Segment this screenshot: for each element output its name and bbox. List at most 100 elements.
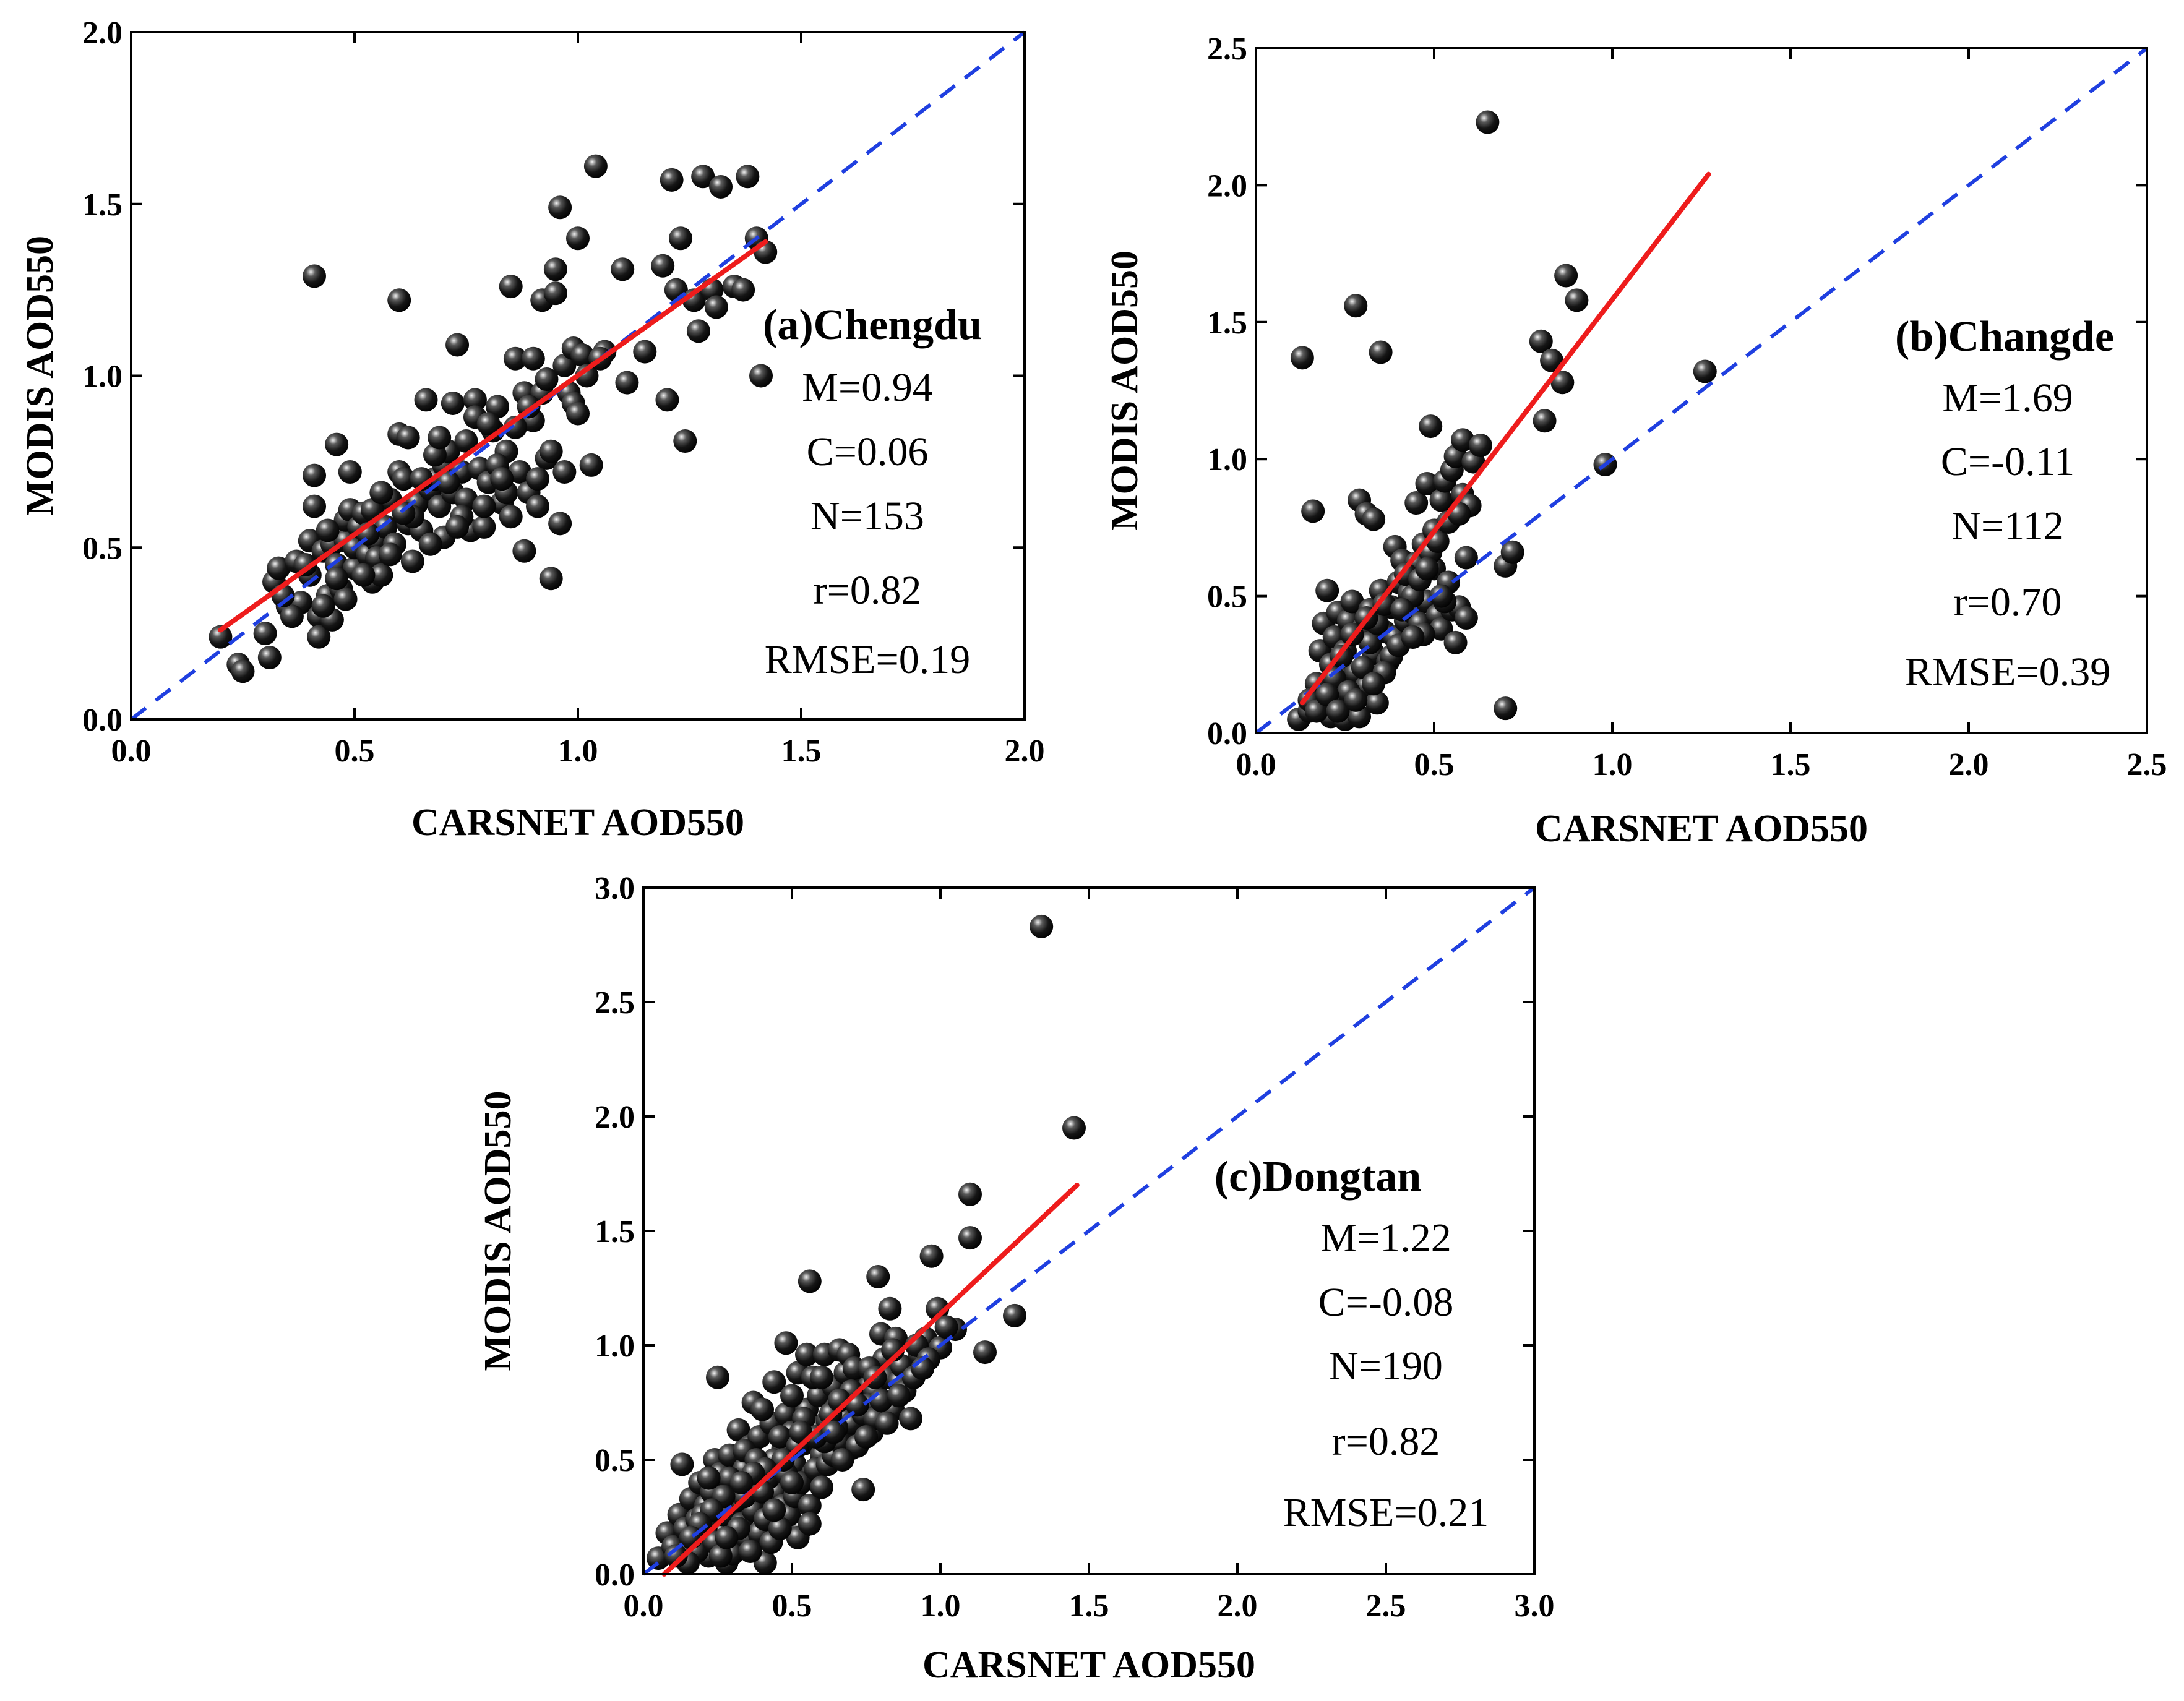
- data-point: [875, 1411, 899, 1435]
- data-point: [1062, 1116, 1086, 1140]
- data-point: [798, 1512, 822, 1536]
- y-tick-label: 2.0: [595, 1100, 635, 1135]
- y-tick-label: 2.0: [82, 15, 123, 51]
- x-ticks-a: 0.0 0.5 1.0 1.5 2.0: [111, 32, 1045, 769]
- data-point: [472, 494, 496, 518]
- data-point: [851, 1478, 875, 1502]
- data-point: [774, 1402, 798, 1426]
- data-point: [548, 512, 572, 536]
- data-point: [1365, 691, 1389, 715]
- data-point: [768, 1425, 792, 1449]
- data-point: [445, 515, 470, 539]
- data-point: [1344, 294, 1368, 318]
- data-point: [795, 1342, 819, 1366]
- data-point: [1693, 359, 1717, 383]
- stat-correlation-c: r=0.82: [1332, 1419, 1440, 1464]
- data-point: [866, 1265, 890, 1288]
- data-point: [1415, 557, 1439, 581]
- data-point: [1030, 914, 1054, 938]
- data-point: [436, 470, 460, 494]
- y-ticks-c: 0.0 0.5 1.0 1.5 2.0 2.5 3.0: [595, 871, 1534, 1593]
- x-ticks-b: 0.0 0.5 1.0 1.5 2.0 2.5: [1236, 48, 2167, 782]
- data-point: [726, 1418, 750, 1442]
- data-point: [311, 594, 335, 618]
- stat-intercept-b: C=-0.11: [1941, 439, 2074, 484]
- data-point: [1369, 340, 1393, 364]
- x-axis-title-c: CARSNET AOD550: [922, 1644, 1255, 1686]
- y-tick-label: 0.5: [82, 531, 123, 566]
- data-point: [704, 295, 728, 319]
- data-point: [1468, 434, 1492, 458]
- data-point: [428, 426, 452, 450]
- one-to-one-line: [1255, 46, 2148, 735]
- data-point: [615, 371, 639, 395]
- data-point: [736, 165, 760, 189]
- x-tick-label: 1.5: [1069, 1588, 1109, 1624]
- data-point: [526, 494, 550, 518]
- y-tick-label: 0.0: [82, 703, 123, 738]
- x-tick-label: 1.0: [1593, 747, 1633, 782]
- scatter-points-c: [647, 914, 1086, 1575]
- data-point: [706, 1365, 729, 1389]
- data-point: [1540, 348, 1564, 372]
- data-point: [543, 257, 567, 281]
- stat-rmse-b: RMSE=0.39: [1905, 649, 2110, 695]
- data-point: [253, 622, 277, 646]
- x-tick-label: 0.5: [1414, 747, 1455, 782]
- data-point: [854, 1425, 878, 1449]
- data-point: [749, 364, 773, 388]
- y-tick-label: 2.5: [1207, 32, 1247, 67]
- data-point: [369, 481, 393, 505]
- data-point: [1362, 507, 1386, 531]
- data-point: [780, 1384, 804, 1408]
- stat-count-b: N=112: [1951, 503, 2063, 549]
- data-point: [418, 532, 442, 556]
- stat-intercept-a: C=0.06: [807, 429, 929, 474]
- data-point: [535, 367, 559, 392]
- panel-title-c: (c)Dongtan: [1215, 1153, 1421, 1201]
- y-tick-label: 1.0: [82, 359, 123, 395]
- data-point: [539, 567, 563, 591]
- data-point: [664, 1544, 688, 1568]
- data-point: [1415, 472, 1439, 496]
- data-point: [579, 453, 603, 477]
- data-point: [521, 346, 545, 371]
- data-point: [1003, 1303, 1026, 1327]
- y-tick-label: 1.5: [1207, 306, 1247, 341]
- data-point: [1429, 488, 1453, 512]
- data-point: [669, 226, 693, 251]
- data-point: [973, 1340, 997, 1365]
- data-point: [1429, 584, 1453, 608]
- data-point: [1550, 371, 1575, 395]
- data-point: [1529, 329, 1553, 353]
- stat-slope-b: M=1.69: [1942, 375, 2073, 421]
- stat-intercept-c: C=-0.08: [1318, 1280, 1454, 1325]
- x-ticks-c: 0.0 0.5 1.0 1.5 2.0 2.5 3.0: [624, 888, 1555, 1624]
- data-point: [774, 1331, 798, 1355]
- data-point: [1454, 606, 1478, 630]
- data-point: [503, 346, 527, 371]
- regression-fit-line: [661, 1183, 1080, 1577]
- data-point: [899, 1407, 922, 1431]
- data-point: [303, 494, 327, 518]
- data-point: [611, 257, 635, 281]
- data-point: [351, 563, 376, 587]
- data-point: [1565, 288, 1589, 312]
- data-point: [333, 587, 358, 611]
- reference-lines-c: [642, 886, 1536, 1577]
- plot-frame-b: [1255, 47, 2148, 734]
- data-point: [303, 463, 327, 487]
- data-point: [780, 1471, 804, 1494]
- data-point: [729, 1471, 754, 1494]
- data-point: [762, 1370, 786, 1394]
- data-point: [583, 154, 608, 178]
- data-point: [476, 412, 501, 436]
- data-point: [526, 467, 550, 491]
- x-tick-label: 0.0: [111, 734, 152, 769]
- data-point: [926, 1296, 950, 1321]
- y-tick-label: 1.0: [1207, 442, 1247, 478]
- y-ticks-b: 0.0 0.5 1.0 1.5 2.0 2.5: [1207, 32, 2147, 752]
- data-point: [548, 195, 572, 220]
- data-point: [472, 515, 496, 539]
